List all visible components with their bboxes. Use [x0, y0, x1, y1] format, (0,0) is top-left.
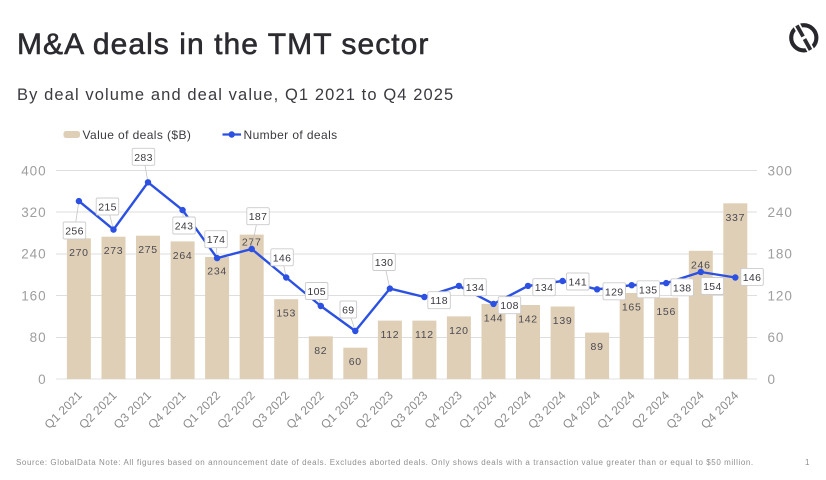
- svg-text:156: 156: [656, 306, 676, 318]
- svg-text:146: 146: [273, 252, 292, 264]
- svg-text:154: 154: [703, 281, 722, 293]
- svg-text:240: 240: [21, 247, 46, 262]
- svg-text:273: 273: [104, 245, 124, 257]
- svg-text:400: 400: [21, 163, 46, 178]
- svg-text:234: 234: [207, 266, 227, 278]
- svg-text:135: 135: [639, 284, 658, 296]
- svg-text:270: 270: [69, 247, 89, 259]
- svg-text:337: 337: [725, 212, 745, 224]
- svg-text:283: 283: [134, 152, 153, 164]
- svg-text:105: 105: [307, 286, 326, 298]
- svg-text:275: 275: [138, 244, 158, 256]
- svg-text:153: 153: [276, 308, 296, 320]
- svg-text:187: 187: [249, 211, 268, 223]
- svg-text:Value of deals ($B): Value of deals ($B): [83, 128, 192, 142]
- svg-text:320: 320: [21, 205, 46, 220]
- svg-text:264: 264: [173, 250, 193, 262]
- svg-text:144: 144: [484, 312, 504, 324]
- svg-text:Number of deals: Number of deals: [244, 128, 338, 142]
- svg-text:240: 240: [768, 205, 793, 220]
- svg-text:120: 120: [768, 288, 793, 303]
- svg-text:139: 139: [553, 315, 573, 327]
- svg-text:300: 300: [768, 163, 793, 178]
- svg-text:146: 146: [743, 272, 762, 284]
- svg-text:60: 60: [349, 356, 362, 368]
- svg-text:142: 142: [518, 314, 538, 326]
- svg-text:112: 112: [380, 329, 399, 341]
- svg-text:118: 118: [430, 295, 448, 307]
- svg-text:180: 180: [768, 247, 793, 262]
- svg-text:141: 141: [569, 277, 588, 289]
- svg-text:82: 82: [314, 345, 327, 357]
- svg-text:80: 80: [30, 330, 47, 345]
- svg-text:108: 108: [500, 300, 519, 312]
- svg-text:277: 277: [242, 237, 262, 249]
- svg-text:174: 174: [207, 234, 226, 246]
- svg-text:165: 165: [622, 302, 642, 314]
- svg-text:138: 138: [673, 282, 692, 294]
- svg-text:69: 69: [342, 305, 354, 317]
- svg-text:134: 134: [466, 282, 485, 294]
- svg-text:0: 0: [38, 372, 46, 387]
- svg-text:0: 0: [768, 372, 776, 387]
- svg-text:Q4 2024: Q4 2024: [698, 388, 742, 432]
- svg-text:243: 243: [175, 221, 194, 233]
- svg-text:60: 60: [768, 330, 785, 345]
- svg-text:120: 120: [449, 325, 469, 337]
- svg-text:160: 160: [21, 288, 46, 303]
- svg-text:256: 256: [65, 226, 84, 238]
- svg-text:89: 89: [591, 341, 604, 353]
- svg-text:129: 129: [605, 286, 624, 298]
- svg-text:130: 130: [375, 257, 394, 269]
- svg-text:134: 134: [535, 282, 554, 294]
- svg-text:112: 112: [415, 329, 434, 341]
- svg-text:246: 246: [691, 259, 711, 271]
- svg-text:215: 215: [98, 202, 117, 214]
